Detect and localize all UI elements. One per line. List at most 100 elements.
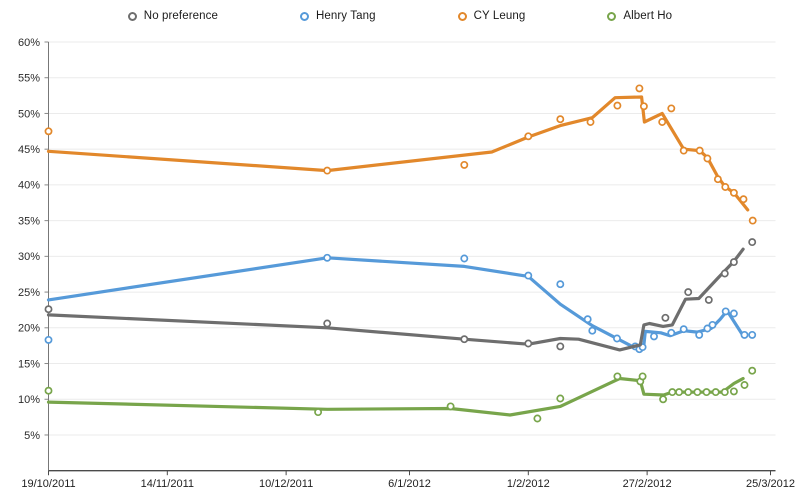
data-point-cy-leung[interactable] bbox=[586, 118, 595, 126]
legend-label: Henry Tang bbox=[315, 10, 376, 22]
data-point-cy-leung[interactable] bbox=[739, 195, 748, 204]
data-point-cy-leung[interactable] bbox=[460, 160, 469, 169]
y-axis-label: 40% bbox=[18, 180, 40, 192]
data-point-albert-ho[interactable] bbox=[44, 386, 53, 395]
data-point-henry-tang[interactable] bbox=[613, 334, 621, 343]
data-point-no-preference[interactable] bbox=[720, 269, 729, 278]
y-axis-label: 5% bbox=[24, 430, 40, 442]
legend-label: No preference bbox=[143, 10, 218, 22]
data-point-cy-leung[interactable] bbox=[695, 146, 704, 155]
x-axis-label: 27/2/2012 bbox=[623, 478, 672, 490]
data-point-henry-tang[interactable] bbox=[588, 326, 597, 335]
data-point-no-preference[interactable] bbox=[460, 335, 469, 344]
data-point-no-preference[interactable] bbox=[556, 342, 565, 351]
data-point-henry-tang[interactable] bbox=[748, 330, 757, 339]
x-axis-label: 19/10/2011 bbox=[21, 478, 75, 490]
data-point-cy-leung[interactable] bbox=[667, 104, 676, 113]
data-point-cy-leung[interactable] bbox=[613, 101, 622, 110]
y-axis-label: 30% bbox=[18, 251, 40, 263]
data-point-cy-leung[interactable] bbox=[729, 188, 738, 197]
data-point-albert-ho[interactable] bbox=[684, 388, 693, 397]
data-point-albert-ho[interactable] bbox=[729, 387, 738, 396]
legend-item-cy-leung[interactable]: CY Leung bbox=[457, 10, 526, 22]
legend-marker-icon bbox=[607, 11, 617, 21]
x-axis-label: 6/1/2012 bbox=[388, 478, 431, 490]
data-point-albert-ho[interactable] bbox=[659, 395, 668, 404]
data-point-cy-leung[interactable] bbox=[748, 216, 757, 225]
x-axis-label: 10/12/2011 bbox=[259, 478, 313, 490]
data-point-albert-ho[interactable] bbox=[720, 388, 729, 397]
data-point-henry-tang[interactable] bbox=[740, 330, 749, 339]
y-axis-label: 25% bbox=[18, 287, 40, 299]
data-point-no-preference[interactable] bbox=[704, 295, 713, 304]
x-axis-label: 25/3/2012 bbox=[746, 478, 795, 490]
legend-label: CY Leung bbox=[473, 10, 526, 22]
data-point-henry-tang[interactable] bbox=[695, 330, 704, 339]
data-point-albert-ho[interactable] bbox=[711, 388, 720, 397]
data-point-henry-tang[interactable] bbox=[708, 320, 717, 329]
data-point-henry-tang[interactable] bbox=[44, 335, 53, 344]
data-point-cy-leung[interactable] bbox=[44, 127, 53, 136]
data-point-cy-leung[interactable] bbox=[658, 118, 667, 126]
data-point-albert-ho[interactable] bbox=[314, 408, 323, 417]
data-point-henry-tang[interactable] bbox=[583, 315, 592, 324]
data-point-albert-ho[interactable] bbox=[748, 366, 757, 375]
legend-marker-icon bbox=[299, 11, 309, 21]
data-point-henry-tang[interactable] bbox=[667, 328, 676, 337]
data-point-no-preference[interactable] bbox=[661, 313, 670, 322]
data-point-albert-ho[interactable] bbox=[556, 394, 565, 403]
data-point-henry-tang[interactable] bbox=[556, 280, 565, 289]
x-axis-label: 14/11/2011 bbox=[141, 478, 194, 490]
legend-item-henry-tang[interactable]: Henry Tang bbox=[299, 10, 376, 22]
data-point-albert-ho[interactable] bbox=[446, 402, 455, 411]
data-point-no-preference[interactable] bbox=[44, 305, 53, 314]
y-axis-label: 55% bbox=[18, 73, 40, 85]
data-point-no-preference[interactable] bbox=[524, 339, 533, 348]
data-point-cy-leung[interactable] bbox=[639, 102, 648, 111]
data-point-albert-ho[interactable] bbox=[533, 414, 542, 423]
x-axis-label: 1/2/2012 bbox=[507, 478, 550, 490]
legend-item-albert-ho[interactable]: Albert Ho bbox=[607, 10, 672, 22]
series-line-no-preference bbox=[46, 247, 745, 352]
data-point-no-preference[interactable] bbox=[684, 288, 693, 297]
legend-marker-icon bbox=[127, 11, 137, 21]
data-point-albert-ho[interactable] bbox=[638, 372, 647, 381]
y-axis-label: 50% bbox=[18, 108, 40, 120]
y-axis-label: 45% bbox=[18, 144, 40, 156]
y-axis-label: 10% bbox=[18, 394, 40, 406]
y-axis-label: 60% bbox=[18, 37, 40, 49]
data-point-no-preference[interactable] bbox=[729, 258, 738, 267]
data-point-cy-leung[interactable] bbox=[703, 154, 712, 163]
data-point-cy-leung[interactable] bbox=[556, 115, 565, 124]
data-point-albert-ho[interactable] bbox=[668, 388, 677, 397]
data-point-cy-leung[interactable] bbox=[323, 166, 332, 175]
data-point-cy-leung[interactable] bbox=[713, 175, 722, 184]
legend: No preference Henry Tang CY Leung Albert… bbox=[0, 10, 800, 22]
data-point-albert-ho[interactable] bbox=[702, 388, 711, 397]
data-point-henry-tang[interactable] bbox=[703, 324, 712, 333]
data-point-no-preference[interactable] bbox=[323, 319, 332, 328]
y-axis-label: 20% bbox=[18, 323, 40, 335]
legend-item-no-preference[interactable]: No preference bbox=[127, 10, 218, 22]
y-axis-label: 15% bbox=[18, 358, 40, 370]
y-axis-label: 35% bbox=[18, 215, 40, 227]
data-point-albert-ho[interactable] bbox=[613, 372, 622, 381]
data-point-albert-ho[interactable] bbox=[693, 388, 702, 397]
data-point-cy-leung[interactable] bbox=[524, 132, 533, 141]
data-point-albert-ho[interactable] bbox=[675, 388, 684, 397]
data-point-albert-ho[interactable] bbox=[740, 381, 749, 389]
data-point-henry-tang[interactable] bbox=[460, 254, 469, 263]
data-point-henry-tang[interactable] bbox=[650, 332, 658, 341]
data-point-cy-leung[interactable] bbox=[635, 84, 644, 93]
data-point-henry-tang[interactable] bbox=[524, 271, 533, 280]
data-point-cy-leung[interactable] bbox=[721, 183, 730, 191]
data-point-cy-leung[interactable] bbox=[679, 146, 688, 155]
data-point-no-preference[interactable] bbox=[748, 238, 757, 247]
data-point-henry-tang[interactable] bbox=[721, 307, 730, 316]
data-point-henry-tang[interactable] bbox=[729, 309, 738, 318]
legend-label: Albert Ho bbox=[623, 10, 673, 22]
data-point-henry-tang[interactable] bbox=[323, 253, 332, 262]
data-point-henry-tang[interactable] bbox=[679, 325, 688, 334]
